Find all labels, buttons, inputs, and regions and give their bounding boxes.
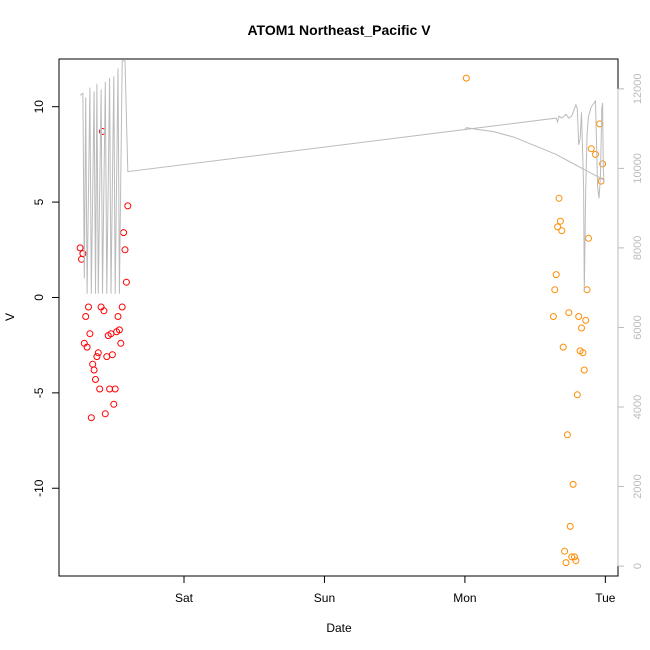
y-tick-label: 10 [32, 100, 46, 114]
data-point [569, 480, 577, 488]
series-line [79, 60, 605, 294]
data-point [575, 313, 583, 320]
data-point [90, 366, 98, 374]
data-point [101, 410, 109, 418]
data-point [562, 559, 570, 567]
data-point [585, 234, 592, 242]
data-point [120, 229, 128, 237]
data-point [82, 313, 90, 320]
data-point [86, 330, 94, 338]
y2-tick-label: 6000 [632, 315, 644, 339]
y2-tick-label: 12000 [632, 74, 644, 105]
right-axis: 0 2000 4000 6000 8000 10000 12000 [617, 74, 644, 569]
series-group [76, 60, 607, 567]
data-point [96, 385, 104, 393]
x-tick-label: Sat [175, 591, 194, 605]
data-point [462, 74, 470, 82]
y-axis: -10 -5 0 5 10 [32, 100, 60, 497]
data-point [578, 324, 585, 332]
y-tick-label: -10 [32, 479, 46, 497]
data-point [592, 150, 599, 158]
plot-area-frame [58, 58, 619, 577]
data-point [92, 376, 99, 383]
data-point [558, 227, 566, 235]
x-axis-label: Date [326, 621, 352, 635]
data-point [555, 194, 563, 202]
x-tick-label: Tue [595, 591, 616, 605]
data-point [549, 313, 557, 320]
data-point [94, 349, 102, 357]
data-point [89, 360, 97, 368]
data-point [565, 309, 573, 317]
data-point [552, 271, 560, 279]
data-point [573, 391, 581, 399]
data-point [597, 177, 605, 185]
y2-tick-label: 8000 [632, 236, 644, 260]
data-point [556, 217, 564, 225]
data-point [563, 431, 571, 439]
y-tick-label: 0 [32, 294, 46, 301]
x-tick-label: Sun [314, 591, 335, 605]
data-point [108, 351, 116, 359]
data-point [85, 303, 92, 311]
data-point [79, 250, 87, 258]
data-point [114, 313, 122, 320]
data-point [587, 145, 595, 153]
data-point [121, 246, 129, 254]
data-point [566, 522, 574, 530]
data-point [579, 349, 587, 357]
data-point [93, 353, 101, 361]
y2-tick-label: 2000 [632, 474, 644, 498]
data-point [561, 547, 569, 555]
data-point [580, 366, 588, 374]
data-point [115, 326, 123, 334]
data-point [103, 353, 111, 361]
data-point [551, 286, 559, 294]
y2-tick-label: 0 [632, 563, 644, 569]
data-point [111, 385, 119, 393]
data-point [599, 160, 607, 168]
data-point [76, 244, 84, 252]
y-tick-label: 5 [32, 198, 46, 205]
data-point [117, 339, 125, 347]
data-point [572, 557, 580, 565]
data-point [571, 553, 578, 561]
y2-tick-label: 4000 [632, 395, 644, 419]
data-point [78, 255, 85, 263]
data-point [124, 202, 132, 210]
data-point [110, 400, 118, 408]
data-point [118, 303, 126, 311]
y-axis-label: V [3, 313, 17, 321]
data-point [87, 414, 95, 422]
data-point [582, 316, 590, 324]
data-point [100, 307, 108, 315]
x-tick-label: Mon [453, 591, 476, 605]
data-point [122, 278, 130, 286]
x-axis: Sat Sun Mon Tue [175, 575, 616, 605]
data-point [554, 223, 562, 231]
data-point [568, 553, 576, 561]
chart-title: ATOM1 Northeast_Pacific V [247, 22, 431, 38]
y2-tick-label: 10000 [632, 153, 644, 184]
data-point [83, 343, 91, 351]
data-point [559, 343, 567, 351]
y-tick-label: -5 [32, 387, 46, 398]
data-point [583, 286, 591, 294]
